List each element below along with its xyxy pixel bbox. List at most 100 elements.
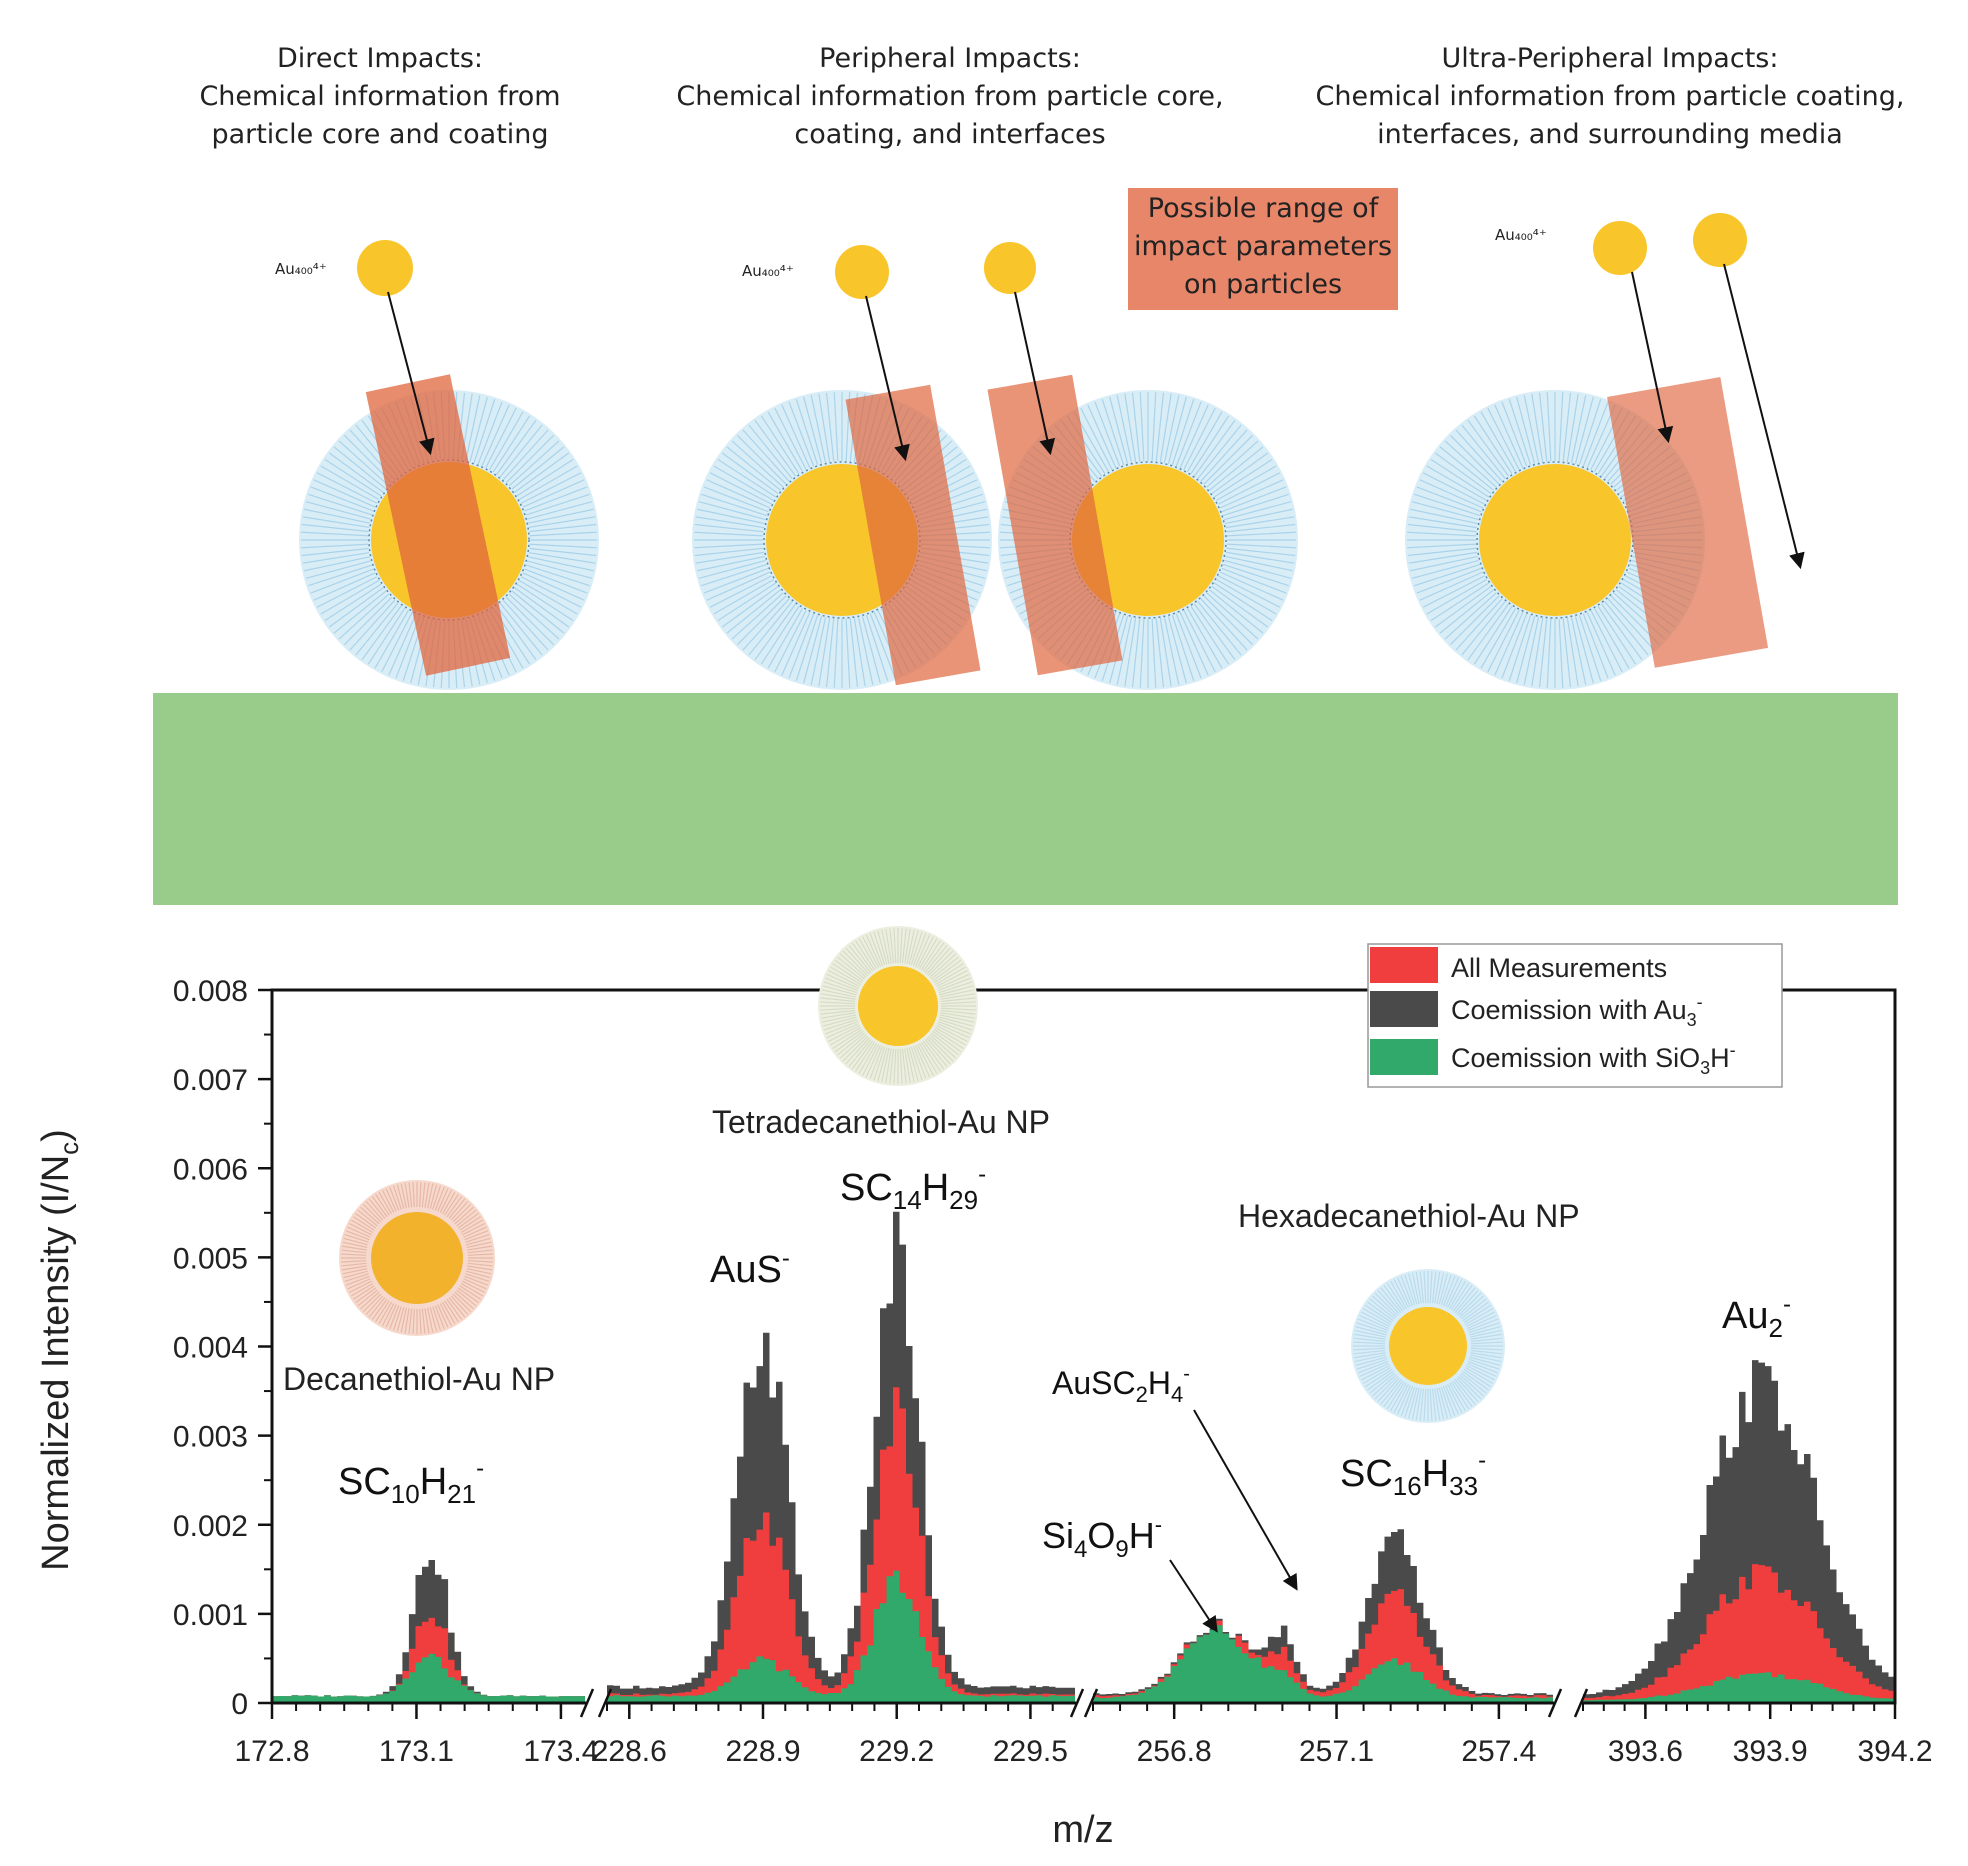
tetradecanethiol-label: Tetradecanethiol-Au NP [712,1104,1050,1140]
ligand-shell [820,928,976,1084]
panel-ultra-header: Ultra-Peripheral Impacts: Chemical infor… [1300,40,1920,154]
legend: All Measurements Coemission with Au3- Co… [1367,943,1783,1088]
peak-label-aus: AuS- [710,1245,790,1291]
annotation-arrow-si4o9h [1169,1559,1218,1633]
break-mark [1573,1688,1589,1718]
impact-zone-peripheral-2 [987,374,1123,676]
peak-label-sc14h29: SC14H29- [840,1161,986,1215]
series-area-au3 [607,1211,1075,1703]
hexadecanethiol-np-icon [1351,1269,1505,1423]
trajectory-peripheral-1 [865,295,910,462]
peak-label-ausc2h4: AuSC2H4- [1052,1363,1190,1407]
series-area-all [1583,1564,1895,1703]
x-tick-label: 256.8 [1137,1735,1212,1768]
x-tick-label: 394.2 [1857,1735,1932,1768]
panel-direct-header: Direct Impacts: Chemical information fro… [150,40,610,154]
x-tick-label: 257.4 [1461,1735,1536,1768]
break-mark [1083,1688,1099,1718]
break-mark [1069,1688,1085,1718]
impact-zone-peripheral-1 [845,384,981,686]
break-gap [1076,1697,1092,1709]
trajectory-ultra-1 [1631,271,1674,444]
peak-label-au2: Au2- [1722,1291,1791,1343]
ligand-shell [341,1182,493,1334]
x-tick-label: 228.6 [592,1735,667,1768]
trajectory-peripheral-2 [1014,291,1056,456]
peak-label-si4o9h: Si4O9H- [1042,1512,1162,1563]
impact-zone-direct [365,374,511,676]
panel-peripheral-header: Peripheral Impacts: Chemical information… [640,40,1260,154]
x-tick-label: 393.9 [1733,1735,1808,1768]
projectile-label-direct: Au₄₀₀⁴⁺ [275,260,327,278]
plot-areas [272,1211,1895,1703]
decanethiol-np-icon [339,1180,495,1336]
panel-ultra-desc1: Chemical information from particle coati… [1315,81,1905,112]
impact-schematic: Au₄₀₀⁴⁺ Au₄₀₀⁴⁺ Possible range of impact… [153,188,1898,905]
projectile-direct [357,240,413,296]
y-tick-label: 0.005 [173,1242,248,1275]
panel-peripheral-desc2: coating, and interfaces [794,119,1106,150]
panel-direct-title: Direct Impacts: [277,43,483,74]
range-line-2: impact parameters [1134,231,1392,262]
x-tick-label: 229.2 [859,1735,934,1768]
legend-label-au3: Coemission with Au3- [1451,992,1703,1030]
legend-label-all: All Measurements [1451,953,1667,983]
x-tick-label: 172.8 [234,1735,309,1768]
y-tick-label: 0.006 [173,1153,248,1186]
decanethiol-label: Decanethiol-Au NP [283,1361,555,1397]
x-tick-label: 229.5 [993,1735,1068,1768]
impact-range-box: Possible range of impact parameters on p… [1128,188,1398,310]
range-line-3: on particles [1184,269,1342,300]
projectile-label-peripheral: Au₄₀₀⁴⁺ [742,262,794,280]
legend-swatch-all [1370,947,1438,983]
projectile-label-ultra: Au₄₀₀⁴⁺ [1495,226,1547,244]
impact-zone-ultra [1607,377,1769,668]
trajectory-direct [387,291,435,456]
panel-direct-desc1: Chemical information from [199,81,561,112]
peak-label-sc16h33: SC16H33- [1340,1447,1486,1501]
x-tick-label: 228.9 [725,1735,800,1768]
legend-swatch-au3 [1370,991,1438,1027]
annotation-arrow-ausc2h4 [1193,1409,1298,1591]
series-area-au3 [1093,1529,1553,1703]
y-axis-label: Normalized Intensity (I/Nc) [35,1129,84,1571]
y-tick-label: 0.002 [173,1510,248,1543]
projectile-ultra-1 [1593,221,1647,275]
x-axis-label: m/z [1052,1809,1113,1851]
y-tick-label: 0.003 [173,1421,248,1454]
range-line-1: Possible range of [1148,193,1380,224]
hexadecanethiol-label: Hexadecanethiol-Au NP [1238,1198,1580,1234]
ligand-shell [1353,1271,1503,1421]
projectile-peripheral-1 [835,245,889,299]
y-tick-label: 0.007 [173,1064,248,1097]
panel-ultra-desc2: interfaces, and surrounding media [1377,119,1843,150]
x-tick-label: 257.1 [1299,1735,1374,1768]
break-mark [579,1688,595,1718]
panel-direct-desc2: particle core and coating [211,119,549,150]
series-area-sio3h [1093,1625,1553,1703]
series-area-sio3h [272,1653,585,1703]
axis-breaks [579,1688,1589,1718]
x-tick-label: 393.6 [1608,1735,1683,1768]
y-tick-label: 0.004 [173,1332,248,1365]
y-tick-label: 0.008 [173,975,248,1008]
legend-label-sio3h: Coemission with SiO3H- [1451,1040,1736,1078]
break-gap [1554,1697,1582,1709]
substrate [153,693,1898,905]
plot-frame [270,988,1897,1705]
x-tick-label: 173.4 [523,1735,598,1768]
projectile-ultra-2 [1693,213,1747,267]
panel-peripheral-desc1: Chemical information from particle core, [676,81,1224,112]
tetradecanethiol-np-icon [818,926,978,1086]
panel-ultra-title: Ultra-Peripheral Impacts: [1441,43,1779,74]
y-tick-label: 0 [231,1688,248,1721]
spectrum-chart: 0 0.001 0.002 0.003 0.004 0.005 0.006 0.007 0.00… [35,926,1933,1851]
break-mark [1547,1688,1563,1718]
peak-label-sc10h21: SC10H21- [338,1455,484,1509]
break-gap [586,1697,606,1709]
series-area-sio3h [1583,1672,1895,1703]
break-mark [597,1688,613,1718]
y-tick-label: 0.001 [173,1599,248,1632]
